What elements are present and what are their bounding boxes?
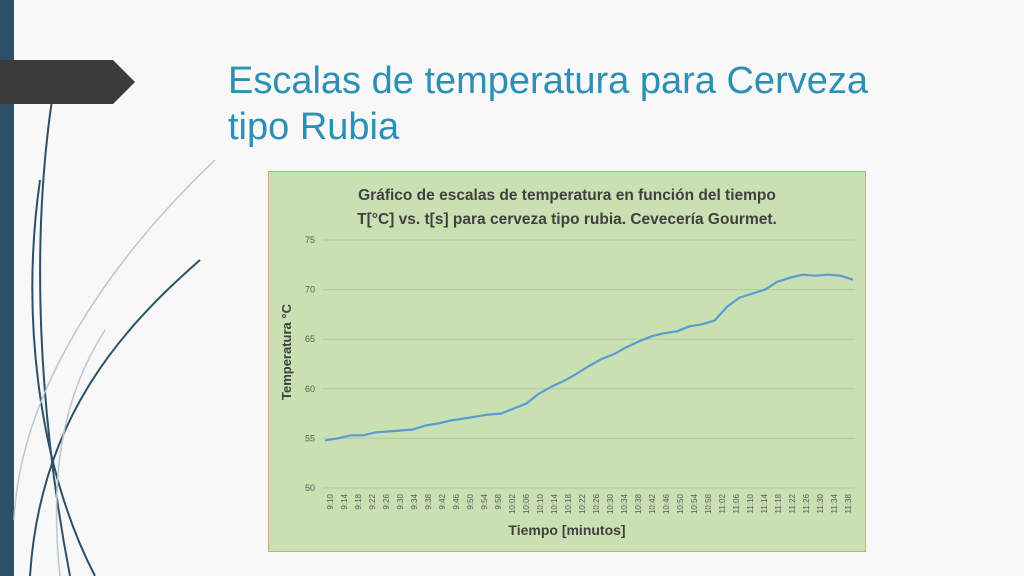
chart-frame: Gráfico de escalas de temperatura en fun…: [268, 171, 866, 552]
x-tick-label: 11:06: [732, 493, 741, 513]
x-tick-label: 10:14: [550, 493, 559, 514]
x-tick-label: 11:14: [760, 493, 769, 513]
x-tick-label: 9:46: [452, 493, 461, 509]
x-tick-label: 9:26: [382, 493, 391, 509]
decorative-curves: [13, 99, 216, 576]
x-tick-label: 10:22: [578, 493, 587, 514]
x-tick-label: 9:54: [480, 493, 489, 509]
x-tick-label: 9:34: [410, 493, 419, 509]
x-tick-label: 10:30: [606, 493, 615, 514]
x-tick-label: 11:10: [746, 493, 755, 513]
x-tick-label: 10:54: [690, 493, 699, 514]
x-tick-label: 11:18: [774, 493, 783, 513]
slide-title: Escalas de temperatura para Cerveza tipo…: [228, 58, 988, 150]
slide-title-line1: Escalas de temperatura para Cerveza: [228, 60, 868, 102]
x-tick-label: 10:58: [704, 493, 713, 514]
x-tick-label: 9:22: [368, 493, 377, 509]
y-tick-label: 75: [305, 235, 315, 245]
x-tick-label: 9:18: [354, 493, 363, 509]
chart-title-line2: T[°C] vs. t[s] para cerveza tipo rubia. …: [357, 211, 777, 228]
x-tick-label: 10:10: [536, 493, 545, 514]
x-tick-label: 9:50: [466, 493, 475, 509]
y-tick-label: 60: [305, 384, 315, 394]
x-tick-label: 11:30: [816, 493, 825, 513]
x-tick-label: 11:26: [802, 493, 811, 513]
x-tick-label: 11:22: [788, 493, 797, 513]
x-tick-label: 9:42: [438, 493, 447, 509]
x-tick-label: 10:26: [592, 493, 601, 514]
x-tick-label: 10:42: [648, 493, 657, 514]
x-tick-label: 11:02: [718, 493, 727, 513]
x-tick-label: 9:58: [494, 493, 503, 509]
slide-title-line2: tipo Rubia: [228, 106, 400, 148]
y-tick-label: 50: [305, 483, 315, 493]
x-tick-label: 10:06: [522, 493, 531, 514]
y-tick-label: 65: [305, 334, 315, 344]
y-tick-label: 70: [305, 285, 315, 295]
x-tick-label: 10:18: [564, 493, 573, 514]
x-tick-label: 11:38: [844, 493, 853, 513]
x-tick-label: 10:38: [634, 493, 643, 514]
left-accent-bar: [0, 0, 14, 576]
chart-title: Gráfico de escalas de temperatura en fun…: [269, 184, 865, 232]
chart-title-line1: Gráfico de escalas de temperatura en fun…: [358, 187, 776, 204]
x-tick-label: 9:10: [326, 493, 335, 509]
x-tick-label: 10:50: [676, 493, 685, 514]
x-tick-label: 10:02: [508, 493, 517, 514]
x-tick-label: 10:46: [662, 493, 671, 514]
x-tick-label: 9:30: [396, 493, 405, 509]
title-arrow-tab: [0, 60, 135, 104]
x-axis-title: Tiempo [minutos]: [508, 522, 626, 538]
y-axis-title: Temperatura °C: [279, 304, 294, 400]
line-chart: 50 55 60 65 70 75 9:10 9:14 9:18 9:22 9:26 9:30 9:34…: [305, 235, 855, 514]
x-tick-label: 10:34: [620, 493, 629, 514]
x-tick-label: 9:14: [340, 493, 349, 509]
series-line: [324, 273, 854, 442]
x-tick-label: 9:38: [424, 493, 433, 509]
y-tick-label: 55: [305, 433, 315, 443]
x-tick-label: 11:34: [830, 493, 839, 513]
